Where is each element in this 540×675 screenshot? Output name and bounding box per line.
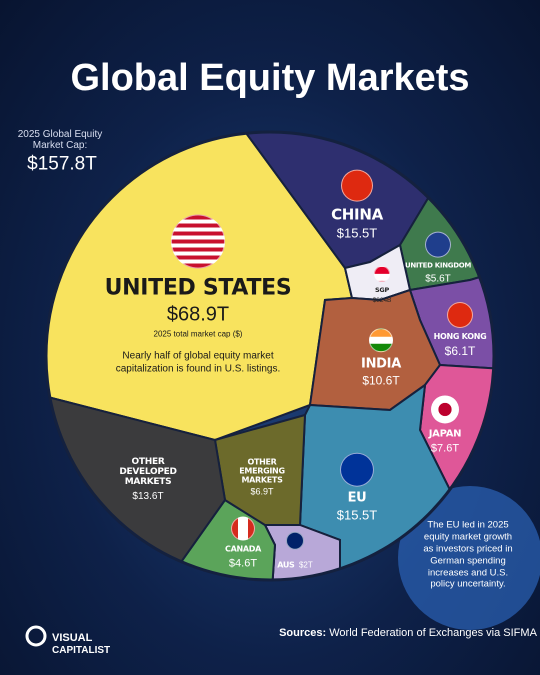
logo-mark (25, 625, 47, 647)
value-label: $68.9T (166, 303, 230, 326)
value-label: $10.6T (362, 373, 400, 388)
value-label: $15.5T (336, 508, 378, 523)
cell-label: CANADA $4.6T (203, 516, 283, 570)
flag (425, 231, 451, 258)
total-value: $157.8T (27, 153, 97, 175)
cell-label: AUS $2T (265, 531, 325, 573)
category-label: AUS (277, 560, 295, 570)
cell-label: UNITED KINGDOM $5.6T (403, 231, 473, 285)
value-label: $4.6T (228, 557, 258, 570)
value-label: $13.6T (132, 490, 164, 502)
cell-label: CHINA $15.5T (312, 169, 402, 241)
cell-label: JAPAN $7.6T (415, 395, 475, 454)
value-label: $5.6T (425, 273, 451, 285)
value-label: $2T (298, 560, 313, 570)
value-label: $15.5T (336, 225, 378, 241)
category-label: CHINA (331, 205, 383, 224)
flag (374, 265, 390, 282)
cell-label: OTHER EMERGING MARKETS $6.9T (227, 457, 297, 497)
flag (447, 302, 473, 329)
logo-line: VISUAL (52, 632, 93, 644)
flag (286, 531, 304, 550)
cell-label: SGP $824B (362, 265, 402, 304)
source-text: World Federation of Exchanges via SIFMA (329, 626, 537, 639)
category-label: INDIA (361, 356, 401, 372)
value-label: $6.1T (444, 343, 476, 358)
source: Sources: World Federation of Exchanges v… (279, 627, 537, 639)
logo-line: CAPITALIST (52, 645, 110, 656)
flag (340, 452, 374, 487)
subtitle: 2025 total market cap ($) (153, 329, 243, 339)
flag (369, 328, 393, 353)
annotation: The EU led in 2025 equity market growth … (423, 519, 513, 590)
cell-label: UNITED STATES $68.9T 2025 total market cap… (103, 214, 293, 376)
source-label: Sources: (279, 626, 327, 639)
flag (231, 516, 255, 541)
note: Nearly half of global equity market capi… (115, 350, 281, 375)
cell-label: INDIA $10.6T (346, 328, 416, 387)
cell-label: HONG KONG $6.1T (430, 302, 490, 358)
category-label: UNITED KINGDOM (404, 261, 472, 270)
category-label: CANADA (225, 544, 261, 554)
annotation-bubble (398, 486, 540, 630)
flag (341, 169, 373, 202)
category-label: OTHER DEVELOPED MARKETS (119, 457, 177, 487)
category-label: HONG KONG (433, 332, 487, 342)
flag (431, 395, 459, 424)
category-label: EU (347, 490, 367, 506)
category-label: JAPAN (428, 428, 462, 440)
cell-label: EU $15.5T (322, 452, 392, 524)
cell-label: OTHER DEVELOPED MARKETS $13.6T (108, 457, 188, 502)
category-label: OTHER EMERGING MARKETS (239, 457, 285, 484)
chart-title: Global Equity Markets (70, 57, 469, 99)
total-label: 2025 Global Equity Market Cap: (17, 129, 103, 151)
category-label: SGP (375, 285, 389, 294)
flag (171, 214, 225, 269)
category-label: UNITED STATES (104, 275, 292, 301)
value-label: $6.9T (250, 486, 274, 497)
value-label: $7.6T (430, 442, 460, 455)
circle-outline (44, 130, 496, 582)
value-label: $824B (372, 297, 392, 304)
